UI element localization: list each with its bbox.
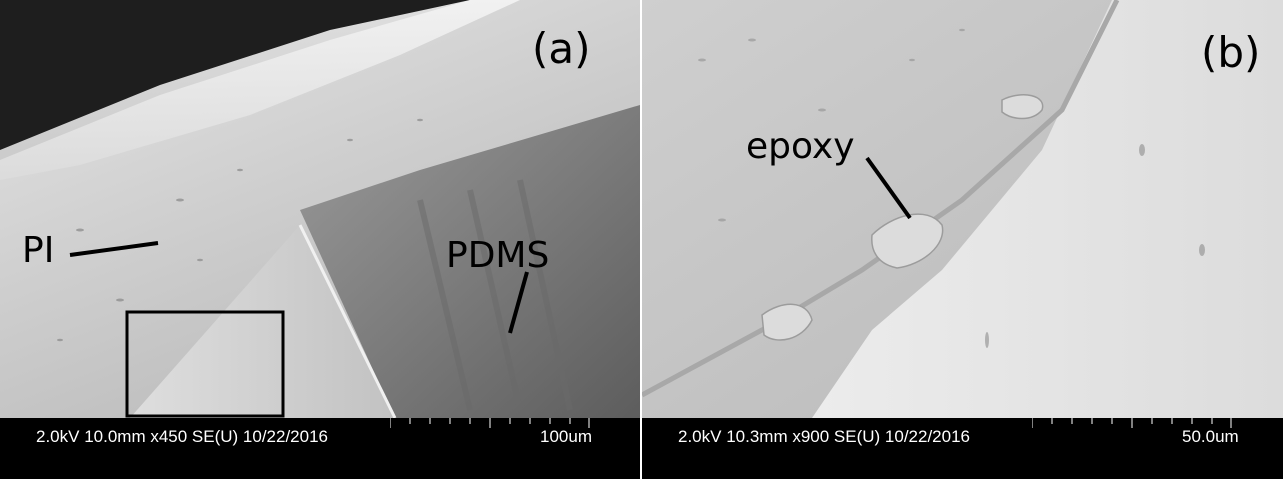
epoxy-label: epoxy <box>746 126 855 167</box>
scale-bar-b <box>1032 418 1232 428</box>
sem-panel-a: (a) PI PDMS 2.0kV 10.0mm x450 SE(U) 10/2… <box>0 0 640 479</box>
sem-micrograph-a <box>0 0 640 418</box>
sem-micrograph-b <box>642 0 1283 418</box>
sem-info-text-b: 2.0kV 10.3mm x900 SE(U) 10/22/2016 <box>678 427 970 446</box>
panel-a-label: (a) <box>532 24 591 73</box>
panel-b-label: (b) <box>1201 28 1261 77</box>
pdms-label: PDMS <box>446 235 550 276</box>
scale-bar-a <box>390 418 590 428</box>
scale-label-a: 100um <box>540 427 592 446</box>
pi-label: PI <box>22 230 55 271</box>
sem-info-bar-b <box>642 418 1283 479</box>
scale-label-b: 50.0um <box>1182 427 1239 446</box>
sem-info-bar-a <box>0 418 640 479</box>
sem-panel-b: (b) epoxy 2.0kV 10.3mm x900 SE(U) 10/22/… <box>642 0 1283 479</box>
sem-info-text-a: 2.0kV 10.0mm x450 SE(U) 10/22/2016 <box>36 427 328 446</box>
